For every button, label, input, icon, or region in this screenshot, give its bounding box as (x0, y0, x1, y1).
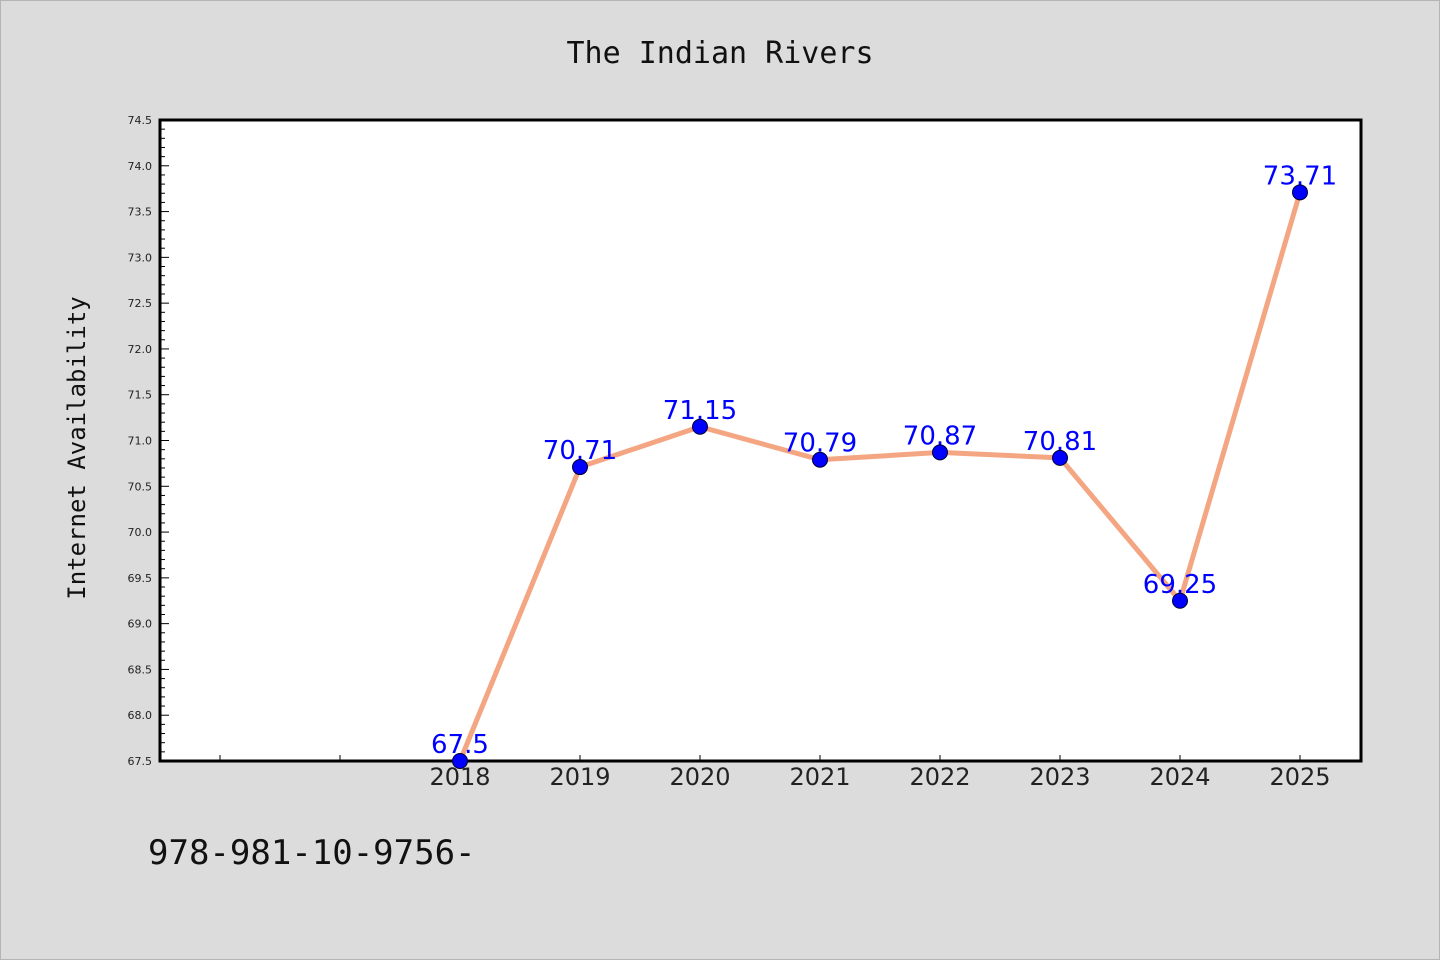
data-label: 70.81 (1023, 427, 1097, 457)
y-tick-label: 71.5 (128, 389, 153, 402)
series-layer (452, 184, 1308, 769)
data-point (1172, 592, 1188, 609)
y-tick-label: 71.0 (128, 435, 153, 448)
data-label: 67.5 (431, 730, 489, 760)
footer-code: 978-981-10-9756- (148, 833, 476, 873)
data-label: 71.15 (663, 396, 737, 426)
x-tick-label: 2023 (1029, 763, 1090, 791)
y-tick-label: 74.0 (128, 160, 153, 173)
data-label: 70.87 (903, 421, 977, 451)
chart-title: The Indian Rivers (566, 36, 873, 71)
y-axis-title: Internet Availability (63, 296, 91, 599)
x-tick-label: 2020 (669, 763, 730, 791)
data-label: 70.71 (543, 436, 617, 466)
y-tick-label: 69.5 (128, 572, 153, 585)
data-point (812, 451, 828, 468)
y-tick-label: 68.5 (128, 663, 153, 676)
x-tick-label: 2022 (909, 763, 970, 791)
data-point (932, 444, 948, 461)
y-tick-label: 68.0 (128, 709, 153, 722)
data-point (1052, 449, 1068, 466)
x-tick-label: 2021 (789, 763, 850, 791)
data-point (452, 753, 468, 769)
data-labels: 67.5 70.71 71.15 70.79 70.87 70.81 69.25 73.71 (431, 161, 1337, 760)
plot-area (158, 118, 1363, 763)
data-label: 73.71 (1263, 161, 1337, 191)
data-label: 69.25 (1143, 570, 1217, 600)
y-axis: 67.5 68.0 68.5 69.0 69.5 70.0 70.5 71.0 71.5 72.0… (128, 114, 169, 768)
y-tick-label: 70.5 (128, 480, 153, 493)
y-tick-label: 69.0 (128, 618, 153, 631)
x-axis: 2018 2019 2020 2021 2022 2023 2024 2025 (219, 755, 1331, 791)
y-tick-label: 73.5 (128, 206, 153, 219)
y-tick-label: 67.5 (128, 755, 153, 768)
y-tick-label: 72.0 (128, 343, 153, 356)
data-point (1292, 184, 1308, 201)
y-tick-label: 70.0 (128, 526, 153, 539)
x-tick-label: 2019 (549, 763, 610, 791)
series-line (457, 189, 1303, 764)
y-tick-label: 72.5 (128, 297, 153, 310)
x-tick-label: 2025 (1269, 763, 1330, 791)
data-label: 70.79 (783, 429, 857, 459)
x-tick-label: 2024 (1149, 763, 1210, 791)
y-tick-label: 73.0 (128, 251, 153, 264)
data-point (572, 459, 588, 476)
data-point (692, 418, 708, 435)
y-tick-label: 74.5 (128, 114, 153, 127)
